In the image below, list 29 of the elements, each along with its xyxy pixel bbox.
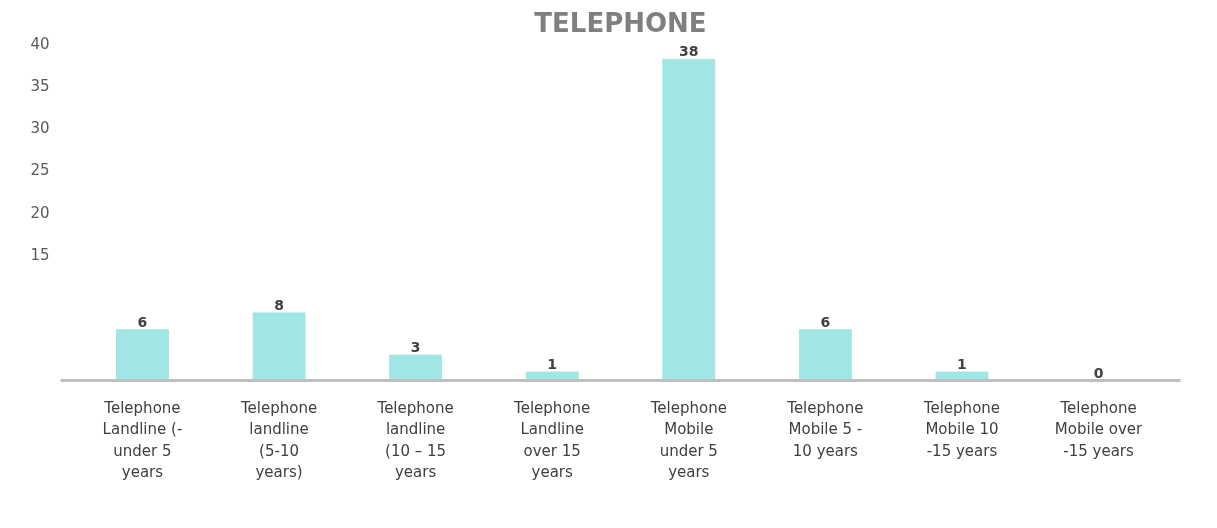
x-tick-label: Telephone landline (5-10 years) (239, 398, 318, 482)
data-label: 6 (820, 313, 831, 330)
bar (935, 371, 989, 381)
y-tick-label: 25 (30, 161, 50, 180)
x-tick-label: Telephone Landline over 15 years (513, 398, 591, 482)
data-label: 1 (957, 356, 967, 373)
bar (798, 329, 852, 381)
bar (116, 329, 169, 381)
chart-title: TELEPHONE (534, 7, 707, 38)
x-tick-label: Telephone Mobile 5 - 10 years (786, 398, 864, 460)
data-label: 0 (1093, 364, 1104, 381)
y-tick-label: 35 (30, 76, 50, 95)
bar (252, 312, 306, 381)
y-tick-label: 15 (30, 245, 50, 264)
x-tick-label: Telephone Mobile over -15 years (1054, 398, 1144, 460)
data-label: 8 (274, 296, 284, 313)
y-tick-label: 40 (30, 34, 50, 53)
y-tick-label: 20 (30, 203, 50, 222)
x-tick-label: Telephone landline (10 – 15 years (376, 398, 454, 482)
bar (662, 58, 716, 381)
data-label: 1 (547, 356, 558, 373)
x-tick-label: Telephone Mobile under 5 years (649, 398, 727, 482)
data-label: 6 (137, 313, 148, 330)
y-tick-label: 30 (30, 119, 50, 137)
data-label: 3 (410, 339, 421, 356)
bar (389, 354, 443, 381)
data-label: 38 (679, 43, 699, 60)
x-tick-label: Telephone Landline (- under 5 years (102, 398, 183, 482)
x-tick-label: Telephone Mobile 10 -15 years (922, 398, 1001, 460)
